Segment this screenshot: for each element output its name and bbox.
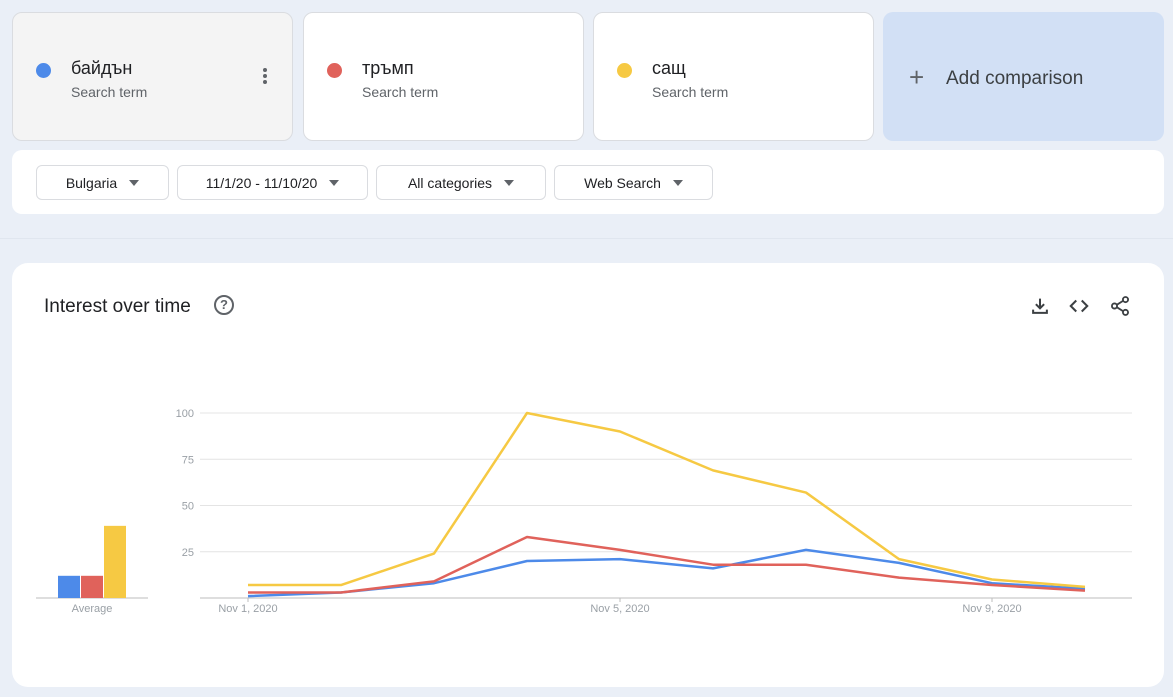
term-color-dot (327, 63, 342, 78)
term-color-dot (617, 63, 632, 78)
add-comparison-button[interactable]: + Add comparison (883, 12, 1164, 141)
embed-code-icon[interactable] (1068, 295, 1090, 317)
term-card-1[interactable]: байдън Search term (12, 12, 293, 141)
series-line-3 (248, 411, 1086, 589)
average-bar-1 (58, 575, 80, 598)
average-bar-3 (104, 525, 126, 598)
y-tick-label: 25 (182, 547, 194, 559)
caret-down-icon (329, 179, 340, 186)
category-dropdown[interactable]: All categories (376, 165, 546, 200)
x-tick-label: Nov 5, 2020 (590, 603, 649, 615)
y-tick-label: 50 (182, 501, 194, 513)
caret-down-icon (129, 179, 140, 186)
category-value: All categories (407, 174, 493, 191)
add-comparison-label: Add comparison (946, 68, 1084, 89)
x-tick-label: Nov 1, 2020 (218, 603, 277, 615)
plus-icon: + (909, 62, 925, 92)
trend-chart: 25 50 75 100 Nov 1, 2020 Nov 5, 2020 Nov 9, 20… (36, 408, 1132, 615)
date-range-dropdown[interactable]: 11/1/20 - 11/10/20 (177, 165, 368, 200)
term-card-2[interactable]: тръмп Search term (303, 12, 584, 141)
term-name: сащ (652, 58, 686, 78)
term-type-label: Search term (652, 84, 729, 100)
term-type-label: Search term (71, 84, 148, 100)
average-bar-2 (81, 575, 103, 598)
caret-down-icon (504, 179, 515, 186)
y-tick-label: 75 (182, 454, 194, 466)
share-icon[interactable] (1109, 295, 1131, 317)
more-options-icon[interactable] (259, 68, 271, 88)
average-label: Average (72, 603, 113, 615)
chart-title: Interest over time (44, 296, 191, 317)
term-card-3[interactable]: сащ Search term (593, 12, 874, 141)
interest-over-time-card: Interest over time ? 25 50 75 100 Nov 1, 202… (12, 263, 1164, 687)
search-type-value: Web Search (584, 174, 661, 191)
section-divider (0, 238, 1173, 239)
region-dropdown[interactable]: Bulgaria (36, 165, 169, 200)
term-name: тръмп (362, 58, 414, 78)
filter-bar: Bulgaria 11/1/20 - 11/10/20 All categori… (12, 150, 1164, 214)
term-name: байдън (71, 58, 133, 78)
series-line-2 (248, 535, 1086, 594)
x-tick-label: Nov 9, 2020 (962, 603, 1021, 615)
term-type-label: Search term (362, 84, 439, 100)
term-color-dot (36, 63, 51, 78)
caret-down-icon (672, 179, 683, 186)
help-icon[interactable]: ? (214, 295, 234, 315)
region-value: Bulgaria (65, 174, 118, 191)
date-range-value: 11/1/20 - 11/10/20 (205, 174, 318, 191)
download-icon[interactable] (1029, 295, 1051, 317)
search-type-dropdown[interactable]: Web Search (554, 165, 713, 200)
y-tick-label: 100 (176, 408, 194, 420)
